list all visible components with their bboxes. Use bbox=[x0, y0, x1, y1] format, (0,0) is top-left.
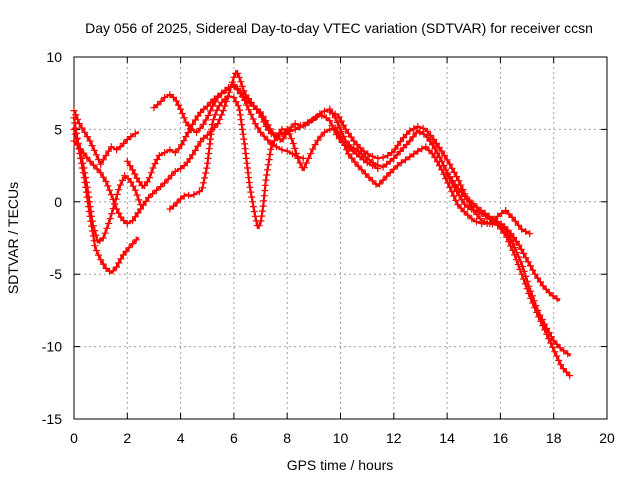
x-axis-label: GPS time / hours bbox=[287, 457, 394, 473]
x-tick-label: 0 bbox=[70, 430, 78, 446]
x-tick-label: 8 bbox=[283, 430, 291, 446]
series-trace bbox=[328, 110, 531, 235]
plot-frame bbox=[73, 56, 608, 420]
data-point-markers bbox=[326, 108, 534, 238]
data-point-markers bbox=[166, 92, 574, 380]
x-tick-label: 20 bbox=[599, 430, 615, 446]
y-tick-label: 5 bbox=[54, 121, 62, 137]
x-tick-label: 2 bbox=[123, 430, 131, 446]
series-layer bbox=[70, 69, 574, 380]
x-tick-label: 14 bbox=[439, 430, 455, 446]
y-tick-label: -10 bbox=[42, 339, 62, 355]
chart-title: Day 056 of 2025, Sidereal Day-to-day VTE… bbox=[85, 20, 593, 36]
x-tick-label: 4 bbox=[177, 430, 185, 446]
y-tick-label: 0 bbox=[54, 194, 62, 210]
x-tick-label: 10 bbox=[333, 430, 349, 446]
y-axis-label: SDTVAR / TECUs bbox=[5, 182, 21, 294]
series-track-9 bbox=[443, 169, 561, 303]
data-point-markers bbox=[443, 169, 561, 303]
x-tick-label: 12 bbox=[386, 430, 402, 446]
series-track-1 bbox=[70, 107, 140, 168]
ticks-layer: 0 2 4 6 8 10 12 14 16 18 20 -15 -10 -5 0 5 10 bbox=[42, 49, 615, 446]
x-tick-label: 6 bbox=[230, 430, 238, 446]
series-track-8 bbox=[326, 108, 534, 238]
y-tick-label: 10 bbox=[46, 49, 62, 65]
y-tick-label: -5 bbox=[50, 266, 63, 282]
x-tick-label: 16 bbox=[493, 430, 509, 446]
data-point-markers bbox=[70, 114, 140, 275]
y-tick-label: -15 bbox=[42, 411, 62, 427]
grid-layer bbox=[74, 57, 607, 419]
data-point-markers bbox=[150, 82, 572, 358]
data-point-markers bbox=[70, 107, 139, 168]
series-trace bbox=[72, 116, 140, 274]
series-track-7 bbox=[166, 92, 574, 380]
series-track-3 bbox=[70, 114, 140, 275]
series-track-6 bbox=[150, 82, 572, 358]
x-tick-label: 18 bbox=[546, 430, 562, 446]
